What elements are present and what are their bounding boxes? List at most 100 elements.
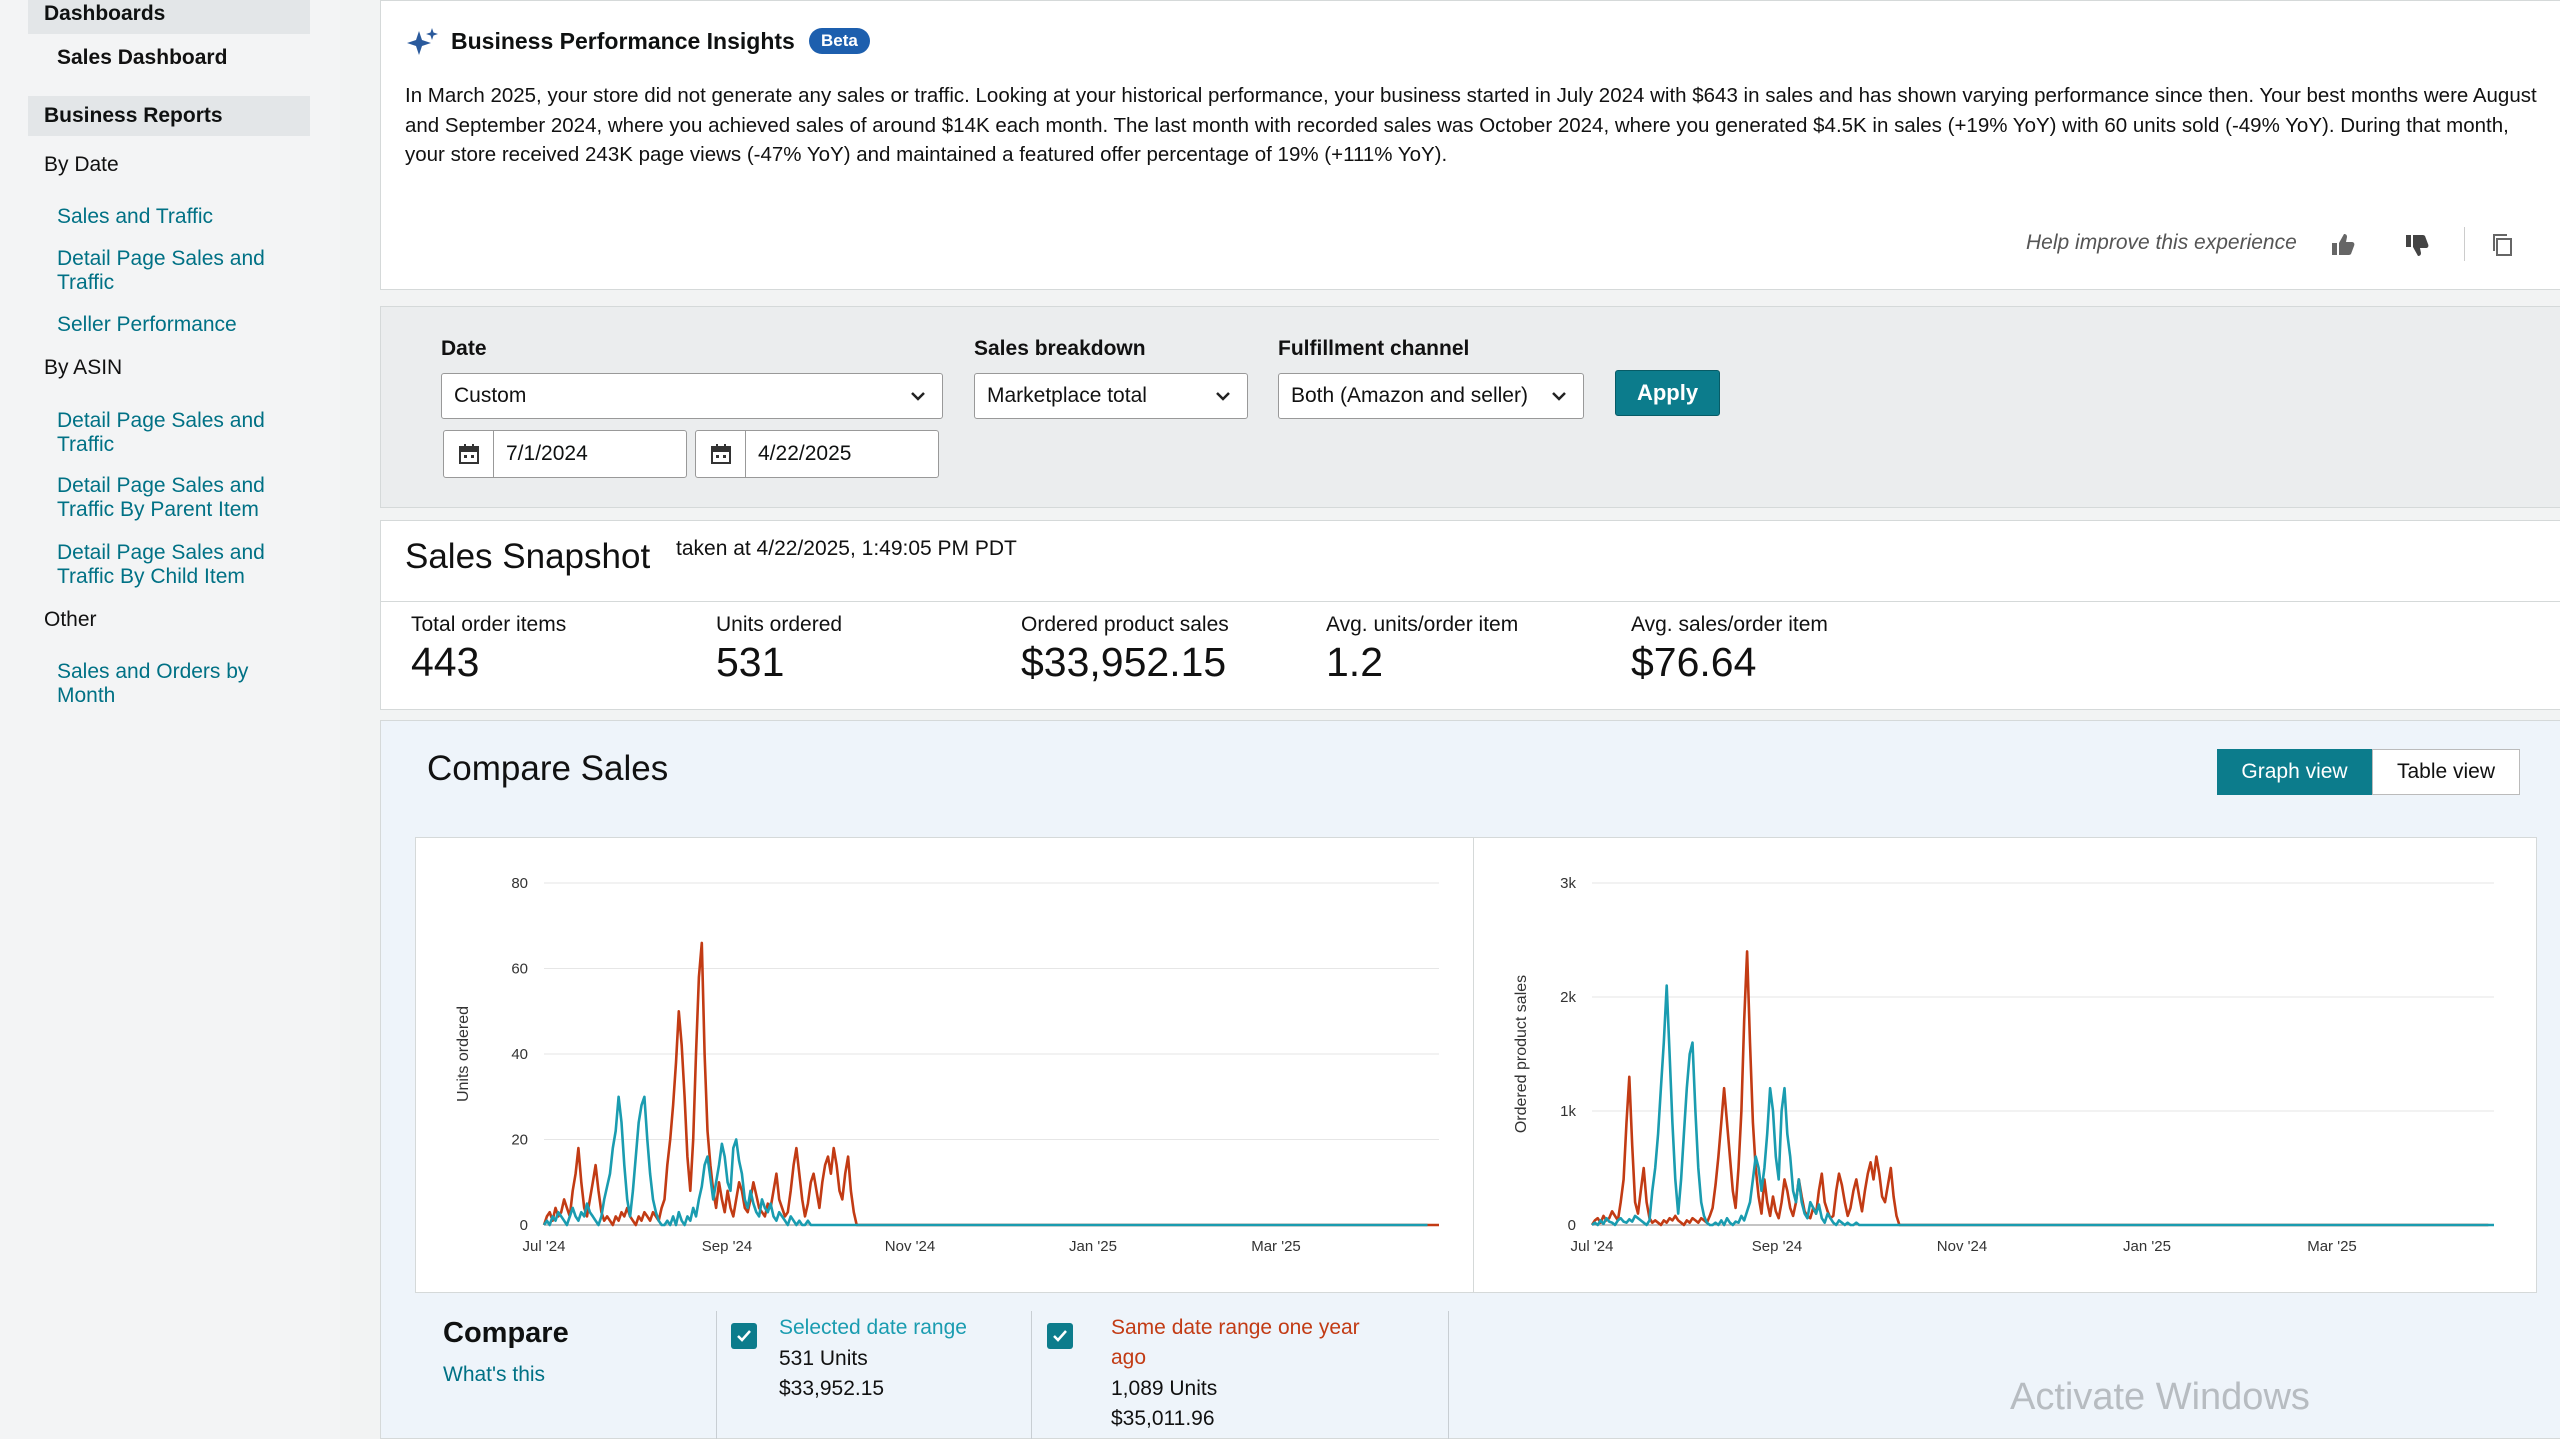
- sidebar-item-sales-orders-by-month[interactable]: Sales and Orders by Month: [57, 660, 249, 707]
- check-icon: [737, 1330, 751, 1342]
- units-chart-y-axis-label: Units ordered: [455, 1006, 472, 1102]
- sales-chart-y-tick-label: 0: [1568, 1217, 1576, 1234]
- chevron-down-icon: [911, 392, 925, 401]
- units-chart-x-tick-label: Jan '25: [1069, 1238, 1117, 1255]
- calendar-icon[interactable]: [696, 431, 746, 477]
- sidebar-group-by-date: By Date: [44, 153, 119, 176]
- sales-chart-series-selected: [1591, 984, 2494, 1227]
- snapshot-timestamp: taken at 4/22/2025, 1:49:05 PM PDT: [676, 537, 1017, 560]
- sidebar-section-business-reports[interactable]: Business Reports: [28, 96, 310, 136]
- previous-range-checkbox[interactable]: [1047, 1323, 1073, 1349]
- start-date-input[interactable]: 7/1/2024: [443, 430, 687, 478]
- legend-divider: [1448, 1311, 1449, 1439]
- help-improve-text: Help improve this experience: [2026, 231, 2297, 254]
- sales-breakdown-label: Sales breakdown: [974, 337, 1146, 360]
- windows-watermark: Activate Windows: [2010, 1376, 2310, 1418]
- ordered-product-sales-chart: 0 1k 2k 3k Jul '24 Sep '24 Nov '24 Jan '25 Mar '…: [1474, 838, 2536, 1294]
- selected-range-label: Selected date range: [779, 1316, 967, 1339]
- sales-snapshot-panel: Sales Snapshot taken at 4/22/2025, 1:49:…: [380, 520, 2560, 710]
- sales-chart-x-tick-label: Jan '25: [2123, 1238, 2171, 1255]
- sales-chart-x-tick-label: Nov '24: [1937, 1238, 1987, 1255]
- units-chart-x-tick-label: Nov '24: [885, 1238, 935, 1255]
- chevron-down-icon: [1552, 392, 1566, 401]
- units-chart-series-previous: [542, 941, 1439, 1227]
- previous-range-sales: $35,011.96: [1111, 1407, 1215, 1430]
- metric-value-avg-sales: $76.64: [1631, 639, 1757, 685]
- sales-chart-y-tick-label: 1k: [1560, 1103, 1576, 1120]
- metric-value-avg-units: 1.2: [1326, 639, 1383, 685]
- units-chart-y-tick-label: 60: [511, 961, 528, 978]
- thumbs-down-icon[interactable]: [2403, 231, 2431, 259]
- sales-chart-series-previous: [1590, 950, 2489, 1227]
- table-view-button[interactable]: Table view: [2372, 749, 2520, 795]
- units-chart-y-tick-label: 20: [511, 1132, 528, 1149]
- units-chart-x-tick-label: Mar '25: [1251, 1238, 1301, 1255]
- snapshot-divider: [381, 601, 2560, 602]
- sidebar: Dashboards Sales Dashboard Business Repo…: [0, 0, 340, 1439]
- sidebar-group-other: Other: [44, 608, 97, 631]
- metric-value-total-order-items: 443: [411, 639, 480, 685]
- metric-label-avg-units: Avg. units/order item: [1326, 613, 1519, 636]
- metric-label-avg-sales: Avg. sales/order item: [1631, 613, 1828, 636]
- end-date-value: 4/22/2025: [758, 442, 852, 465]
- check-icon: [1053, 1330, 1067, 1342]
- insights-text: In March 2025, your store did not genera…: [405, 84, 2537, 166]
- whats-this-link[interactable]: What's this: [443, 1363, 546, 1386]
- charts-container: 0 20 40 60 80 Jul '24 Sep '24 Nov '24 Jan '25 Mar…: [415, 837, 2537, 1293]
- units-ordered-chart-svg: 0 20 40 60 80 Jul '24 Sep '24 Nov '24 Jan '25 Mar…: [455, 875, 1439, 1255]
- chart-divider: [1473, 838, 1474, 1292]
- sales-chart-y-axis-label: Ordered product sales: [1513, 975, 1530, 1133]
- compare-sales-title: Compare Sales: [427, 749, 669, 788]
- ordered-product-sales-chart-svg: 0 1k 2k 3k Jul '24 Sep '24 Nov '24 Jan '25 Mar '…: [1513, 875, 2494, 1255]
- metric-value-units-ordered: 531: [716, 639, 785, 685]
- sidebar-item-asin-detail-page[interactable]: Detail Page Sales and Traffic: [57, 409, 265, 456]
- previous-range-label: Same date range one year ago: [1111, 1316, 1360, 1369]
- legend-divider: [1031, 1311, 1032, 1439]
- date-range-value: Custom: [454, 384, 527, 407]
- sidebar-section-dashboards[interactable]: Dashboards: [28, 0, 310, 34]
- sales-chart-x-tick-label: Sep '24: [1752, 1238, 1802, 1255]
- compare-sales-panel: Compare Sales Graph view Table view 0 20 4…: [380, 720, 2560, 1439]
- start-date-value: 7/1/2024: [506, 442, 588, 465]
- graph-view-button[interactable]: Graph view: [2217, 749, 2372, 795]
- apply-button[interactable]: Apply: [1615, 370, 1720, 416]
- sidebar-item-sales-and-traffic[interactable]: Sales and Traffic: [57, 205, 214, 228]
- sales-breakdown-value: Marketplace total: [987, 384, 1147, 407]
- units-chart-y-tick-label: 80: [511, 875, 528, 892]
- selected-range-checkbox[interactable]: [731, 1323, 757, 1349]
- thumbs-up-icon[interactable]: [2329, 231, 2357, 259]
- chevron-down-icon: [1216, 392, 1230, 401]
- sidebar-item-seller-performance[interactable]: Seller Performance: [57, 313, 237, 336]
- sparkle-icon: [407, 28, 438, 55]
- sidebar-item-sales-dashboard[interactable]: Sales Dashboard: [57, 46, 228, 69]
- sales-breakdown-select[interactable]: Marketplace total: [974, 373, 1248, 419]
- selected-range-units: 531 Units: [779, 1347, 868, 1370]
- calendar-icon[interactable]: [444, 431, 494, 477]
- compare-footer-title: Compare: [443, 1317, 569, 1349]
- insights-title: Business Performance Insights: [451, 28, 795, 54]
- fulfillment-channel-select[interactable]: Both (Amazon and seller): [1278, 373, 1584, 419]
- copy-icon[interactable]: [2489, 231, 2517, 259]
- units-chart-x-tick-label: Sep '24: [702, 1238, 752, 1255]
- units-chart-x-tick-label: Jul '24: [523, 1238, 566, 1255]
- metric-value-ordered-product-sales: $33,952.15: [1021, 639, 1227, 685]
- feedback-divider: [2464, 227, 2465, 261]
- previous-range-units: 1,089 Units: [1111, 1377, 1218, 1400]
- selected-range-sales: $33,952.15: [779, 1377, 885, 1400]
- units-chart-y-tick-label: 40: [511, 1046, 528, 1063]
- metric-label-units-ordered: Units ordered: [716, 613, 843, 636]
- sidebar-item-asin-parent-item[interactable]: Detail Page Sales and Traffic By Parent …: [57, 474, 265, 521]
- date-range-select[interactable]: Custom: [441, 373, 943, 419]
- legend-divider: [716, 1311, 717, 1439]
- sales-chart-x-tick-label: Jul '24: [1571, 1238, 1614, 1255]
- filters-panel: Date Custom 7/1/2024 4/22/2025 Sales bre…: [380, 306, 2560, 508]
- fulfillment-channel-value: Both (Amazon and seller): [1291, 384, 1528, 407]
- sidebar-item-asin-child-item[interactable]: Detail Page Sales and Traffic By Child I…: [57, 541, 265, 588]
- sales-snapshot-title: Sales Snapshot: [405, 537, 651, 576]
- metric-label-ordered-product-sales: Ordered product sales: [1021, 613, 1229, 636]
- metric-label-total-order-items: Total order items: [411, 613, 567, 636]
- units-chart-y-tick-label: 0: [520, 1217, 528, 1234]
- end-date-input[interactable]: 4/22/2025: [695, 430, 939, 478]
- sales-chart-y-tick-label: 2k: [1560, 989, 1576, 1006]
- sidebar-item-detail-page-sales-traffic[interactable]: Detail Page Sales and Traffic: [57, 247, 265, 294]
